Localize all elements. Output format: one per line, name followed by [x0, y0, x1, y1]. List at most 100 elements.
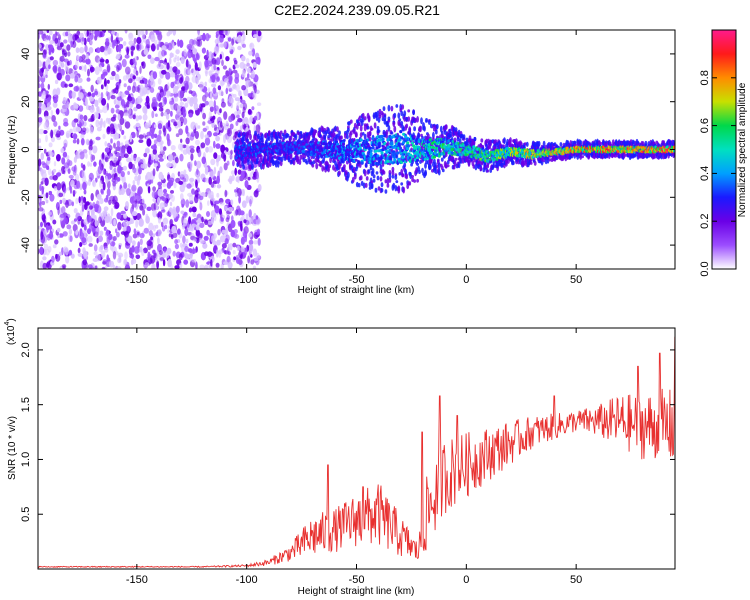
signal-outer [453, 160, 457, 167]
signal-outer [409, 172, 412, 179]
noise-blob [183, 80, 188, 86]
noise-blob [92, 145, 98, 154]
noise-blob [257, 238, 261, 246]
noise-blob [109, 215, 113, 225]
noise-blob [121, 129, 125, 136]
signal-outer [428, 120, 431, 125]
noise-blob [45, 192, 49, 199]
noise-blob [184, 246, 189, 252]
signal-outer [387, 104, 391, 112]
noise-blob [82, 164, 86, 171]
noise-blob [175, 133, 180, 138]
noise-blob [236, 245, 241, 252]
noise-blob [167, 229, 171, 234]
signal-outer [262, 163, 265, 170]
noise-blob [75, 229, 79, 236]
noise-blob [104, 147, 110, 153]
noise-blob [161, 174, 165, 181]
noise-blob [239, 210, 245, 216]
noise-blob [230, 149, 233, 155]
noise-blob [122, 219, 129, 227]
noise-blob [49, 30, 53, 36]
noise-blob [182, 235, 186, 244]
noise-blob [89, 66, 95, 73]
noise-blob [236, 257, 241, 265]
noise-blob [116, 32, 119, 38]
noise-blob [237, 45, 242, 51]
noise-blob [97, 165, 103, 175]
noise-blob [221, 229, 227, 234]
noise-blob [81, 37, 85, 42]
noise-blob [191, 188, 195, 195]
noise-blob [227, 243, 231, 250]
signal-outer [352, 129, 356, 135]
noise-blob [239, 220, 243, 228]
noise-blob [197, 38, 203, 47]
noise-blob [135, 76, 140, 82]
noise-blob [158, 40, 161, 47]
signal-outer [315, 162, 319, 170]
noise-blob [95, 136, 101, 141]
noise-blob [144, 78, 148, 85]
noise-blob [88, 243, 93, 247]
noise-blob [166, 133, 170, 142]
noise-blob [206, 229, 210, 236]
noise-blob [47, 211, 52, 216]
noise-blob [62, 49, 65, 57]
noise-blob [139, 84, 144, 90]
noise-blob [43, 110, 49, 118]
noise-blob [250, 70, 256, 79]
signal-outer [417, 132, 420, 139]
noise-blob [192, 96, 198, 105]
noise-blob [175, 205, 180, 214]
noise-blob [81, 127, 87, 133]
noise-blob [84, 201, 87, 207]
noise-blob [203, 264, 209, 269]
noise-blob [118, 244, 122, 250]
noise-blob [225, 87, 229, 95]
noise-blob [47, 234, 53, 239]
noise-blob [142, 87, 148, 95]
signal-outer [385, 134, 389, 139]
noise-blob [78, 119, 85, 127]
noise-blob [241, 200, 247, 208]
noise-blob [87, 178, 91, 186]
noise-blob [40, 82, 45, 90]
noise-blob [85, 58, 91, 65]
noise-blob [45, 35, 49, 40]
signal-outer [391, 175, 395, 179]
signal-outer [374, 187, 378, 193]
noise-blob [157, 181, 163, 187]
noise-blob [179, 153, 184, 162]
noise-blob [163, 247, 167, 253]
noise-blob [199, 239, 204, 245]
noise-blob [53, 120, 58, 127]
signal-core [386, 159, 390, 163]
noise-blob [105, 194, 109, 201]
noise-blob [82, 259, 88, 266]
noise-blob [80, 195, 84, 201]
noise-blob [193, 238, 197, 243]
noise-blob [227, 37, 232, 42]
noise-blob [47, 96, 52, 102]
noise-blob [114, 201, 120, 209]
signal-outer [502, 144, 505, 148]
noise-blob [228, 206, 233, 212]
signal-outer [408, 181, 412, 186]
noise-blob [216, 239, 221, 246]
noise-blob [179, 242, 183, 248]
noise-blob [157, 217, 162, 224]
noise-blob [114, 104, 120, 109]
noise-blob [224, 78, 229, 83]
noise-blob [61, 103, 67, 113]
signal-outer [387, 116, 391, 121]
noise-blob [133, 68, 136, 74]
noise-blob [117, 113, 121, 121]
signal-outer [380, 188, 384, 193]
signal-core [368, 146, 372, 150]
signal-outer [278, 133, 282, 137]
noise-blob [45, 134, 48, 143]
noise-blob [171, 53, 175, 58]
noise-blob [133, 37, 137, 44]
noise-blob [38, 138, 42, 144]
